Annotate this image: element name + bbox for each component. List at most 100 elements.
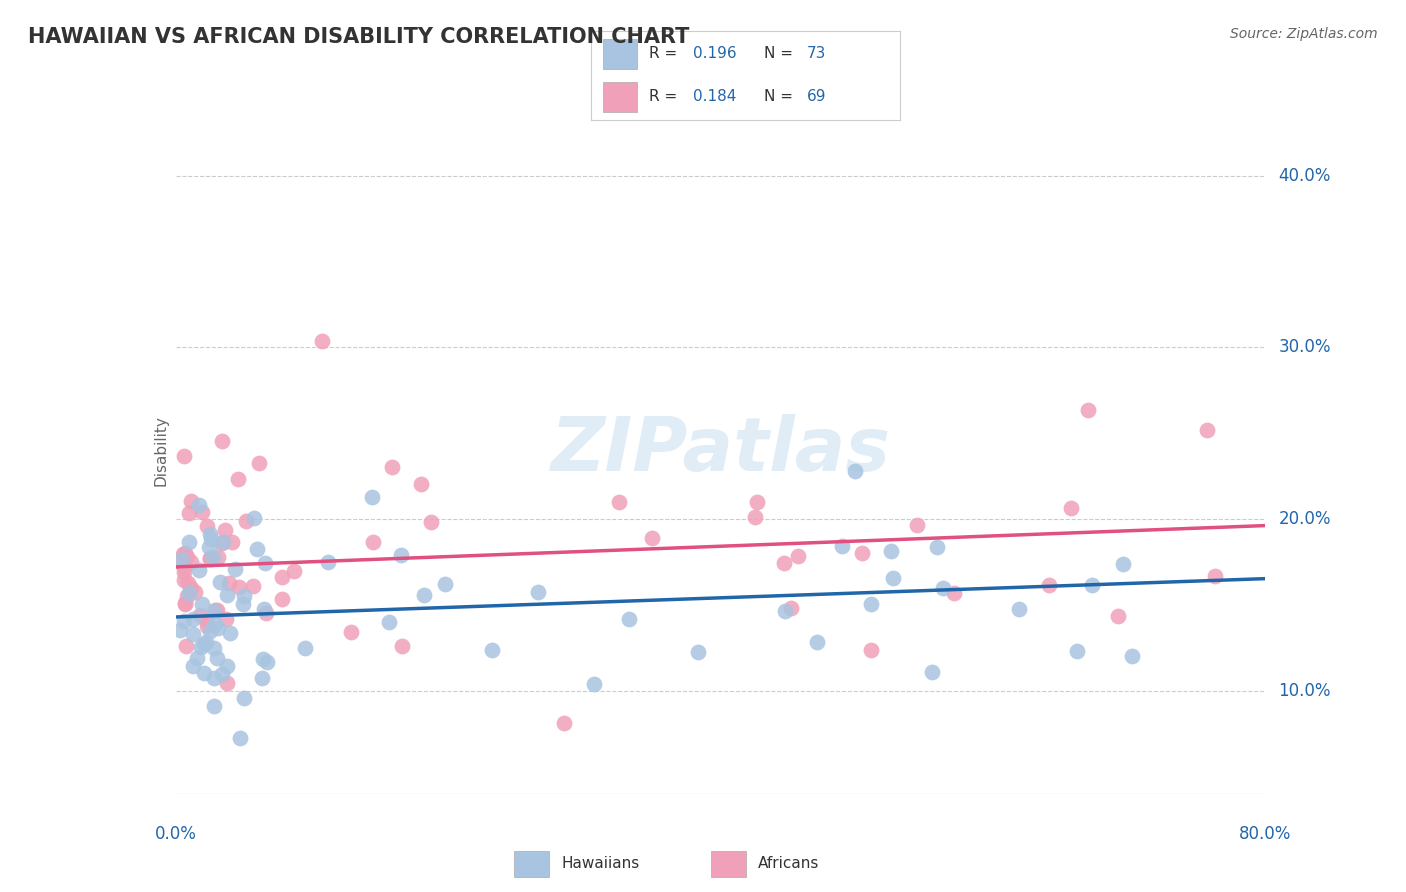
Text: 20.0%: 20.0% <box>1278 510 1331 528</box>
Point <box>378 615 401 629</box>
Point <box>773 556 796 570</box>
Y-axis label: Disability: Disability <box>153 415 169 486</box>
Point <box>209 575 232 590</box>
Text: 80.0%: 80.0% <box>1239 825 1292 843</box>
Point <box>932 582 955 596</box>
Point <box>195 619 218 633</box>
Point <box>197 541 219 555</box>
Point <box>882 571 904 585</box>
Point <box>207 651 229 665</box>
Point <box>180 494 202 508</box>
Point <box>412 588 434 602</box>
Point <box>526 584 548 599</box>
Point <box>180 582 202 596</box>
Point <box>211 434 233 448</box>
Point <box>311 334 333 348</box>
Point <box>233 690 256 705</box>
Point <box>184 585 207 599</box>
Point <box>582 677 605 691</box>
Point <box>229 731 252 745</box>
Point <box>294 640 316 655</box>
Point <box>190 640 212 654</box>
Point <box>844 464 866 478</box>
Point <box>217 676 239 690</box>
Point <box>191 504 214 518</box>
Text: 30.0%: 30.0% <box>1278 338 1331 357</box>
Point <box>481 643 503 657</box>
Point <box>1081 578 1104 592</box>
Point <box>218 576 240 591</box>
Point <box>181 627 204 641</box>
Text: Hawaiians: Hawaiians <box>561 855 640 871</box>
Point <box>176 589 198 603</box>
Point <box>202 698 225 713</box>
Point <box>228 581 250 595</box>
Bar <box>603 82 637 112</box>
Point <box>202 640 225 655</box>
Point <box>177 506 200 520</box>
Point <box>172 552 194 566</box>
Point <box>553 715 575 730</box>
Point <box>316 555 339 569</box>
Point <box>173 565 195 579</box>
Point <box>211 666 233 681</box>
Point <box>198 551 221 566</box>
Point <box>173 615 195 629</box>
Point <box>389 548 412 562</box>
Bar <box>515 851 550 877</box>
Point <box>179 586 201 600</box>
Point <box>253 556 276 570</box>
Point <box>787 549 810 563</box>
Point <box>219 625 242 640</box>
Point <box>905 518 928 533</box>
Point <box>391 639 413 653</box>
Point <box>921 665 943 680</box>
Point <box>212 534 235 549</box>
Point <box>381 460 404 475</box>
Point <box>202 549 225 564</box>
Text: ZIPatlas: ZIPatlas <box>551 414 890 487</box>
Point <box>880 544 903 558</box>
Point <box>271 592 294 607</box>
Point <box>419 515 441 529</box>
Text: 40.0%: 40.0% <box>1278 167 1331 185</box>
Bar <box>603 39 637 69</box>
Point <box>221 535 243 549</box>
Point <box>745 495 768 509</box>
Point <box>1112 558 1135 572</box>
Point <box>859 643 882 657</box>
Point <box>177 535 200 549</box>
Point <box>195 635 218 649</box>
Point <box>361 535 384 549</box>
Point <box>247 456 270 470</box>
Text: R =: R = <box>650 89 682 104</box>
Point <box>193 665 215 680</box>
Point <box>188 607 211 622</box>
Point <box>283 564 305 578</box>
Point <box>1195 424 1218 438</box>
Point <box>242 579 264 593</box>
Point <box>243 511 266 525</box>
Text: 0.0%: 0.0% <box>155 825 197 843</box>
Point <box>181 612 204 626</box>
Point <box>173 573 195 587</box>
Point <box>1107 608 1129 623</box>
Point <box>744 510 766 524</box>
Point <box>1121 648 1143 663</box>
Point <box>195 519 218 533</box>
Point <box>195 613 218 627</box>
Point <box>361 490 384 504</box>
Point <box>411 477 433 491</box>
Point <box>806 635 828 649</box>
Point <box>256 655 278 669</box>
Point <box>688 645 710 659</box>
Point <box>204 604 226 618</box>
Point <box>340 624 363 639</box>
Point <box>252 652 274 666</box>
Point <box>925 540 948 554</box>
Point <box>202 671 225 685</box>
Point <box>252 671 274 685</box>
Point <box>254 606 277 620</box>
Point <box>943 586 966 600</box>
Point <box>851 546 873 560</box>
